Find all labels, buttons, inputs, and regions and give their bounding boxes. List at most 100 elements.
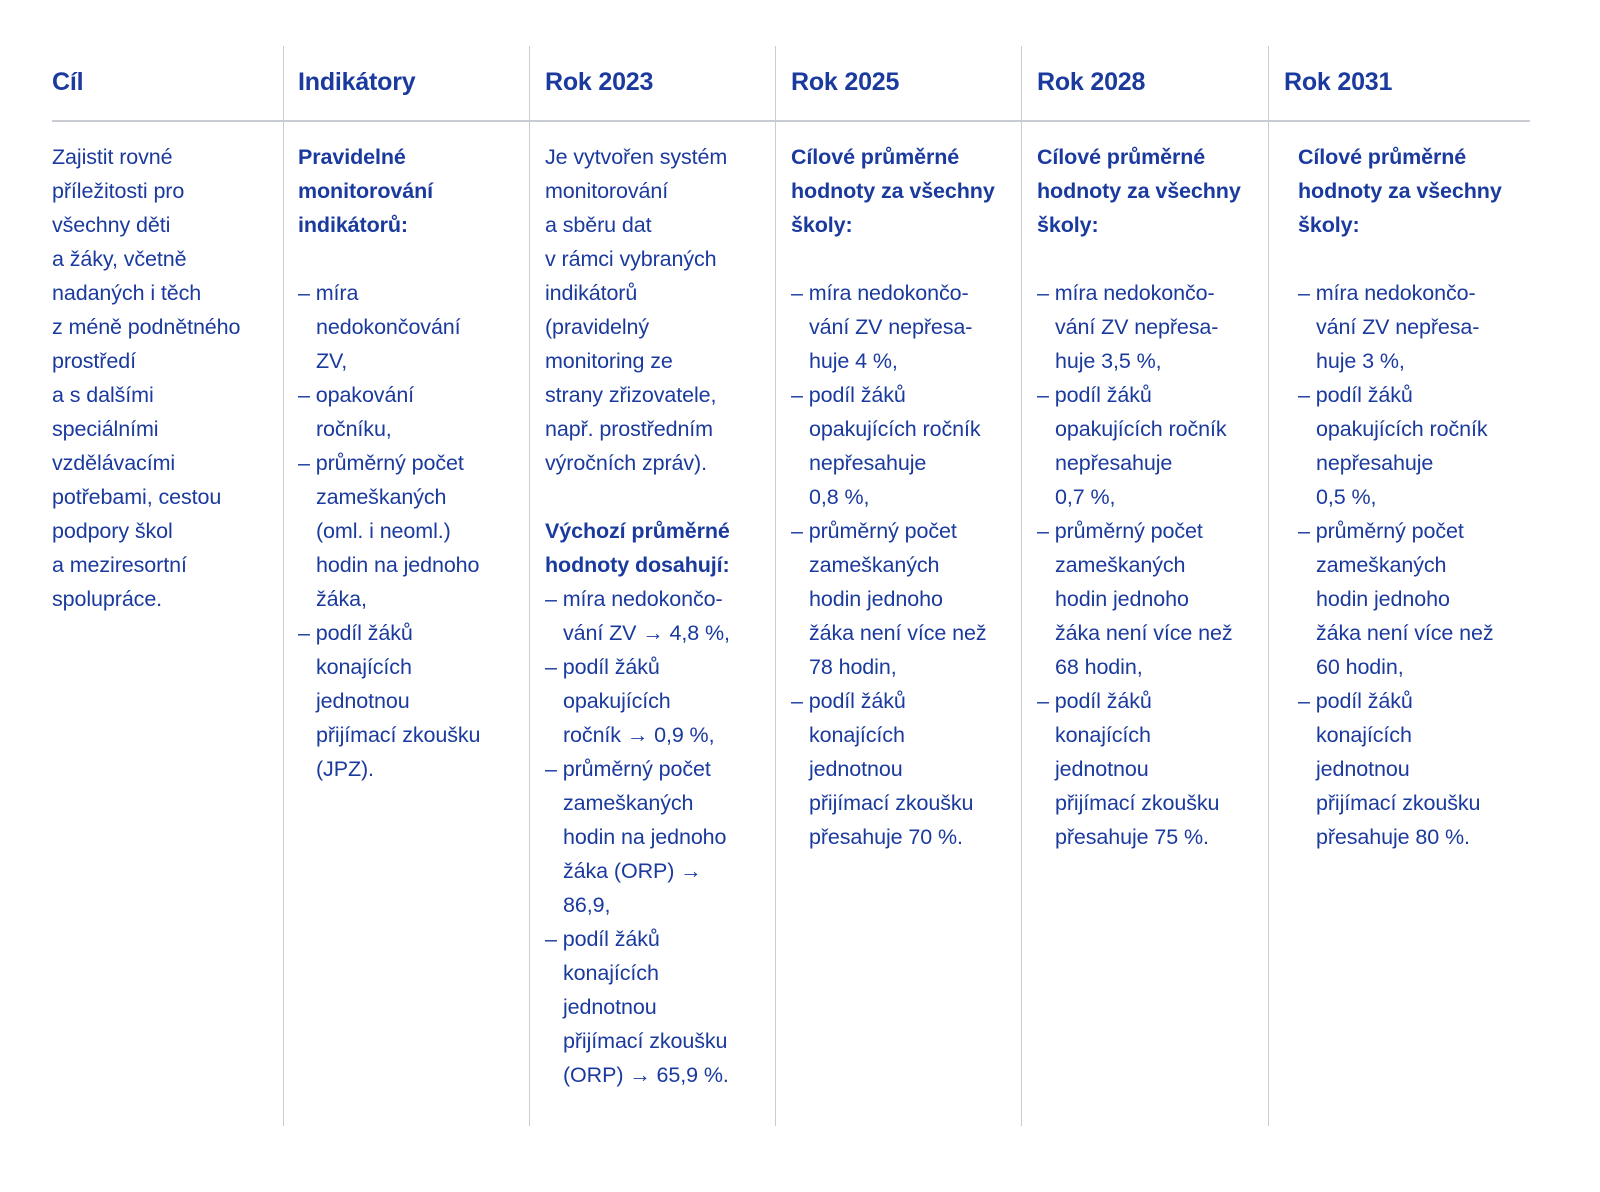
cell-text-line: žáka (ORP) → xyxy=(563,859,702,883)
cell-text-line: žáka není více než xyxy=(1316,621,1494,645)
cell-text-line: – průměrný počet xyxy=(1037,519,1203,543)
cell-text-line: žáka, xyxy=(316,587,367,611)
cell-rok-2025: Cílové průměrné hodnoty za všechny školy: –… xyxy=(791,140,1027,854)
cell-text-line: konajících xyxy=(1055,723,1151,747)
header-indikatory: Indikátory xyxy=(298,68,416,96)
cell-text-line: jednotnou xyxy=(316,689,410,713)
cell-text-line: – podíl žáků xyxy=(791,383,906,407)
cell-text-line: nadaných i těch xyxy=(52,281,202,305)
cell-text-line: přijímací zkoušku xyxy=(316,723,481,747)
cell-text-line: – podíl žáků xyxy=(545,927,660,951)
cell-text-line: 68 hodin, xyxy=(1055,655,1143,679)
cell-text-line: – průměrný počet xyxy=(791,519,957,543)
column-divider xyxy=(283,46,284,1126)
cell-text-line: Je vytvořen systém xyxy=(545,145,728,169)
blank-line xyxy=(298,242,534,276)
cell-text-line: – podíl žáků xyxy=(1037,383,1152,407)
cell-text-line: nedokončování xyxy=(316,315,461,339)
cell-heading-line: Cílové průměrné xyxy=(1298,145,1467,169)
cell-text-line: přesahuje 80 %. xyxy=(1316,825,1470,849)
cell-text-line: 60 hodin, xyxy=(1316,655,1404,679)
cell-text-line: – míra nedokončo- xyxy=(545,587,723,611)
cell-text-line: – průměrný počet xyxy=(298,451,464,475)
cell-text-line: huje 3,5 %, xyxy=(1055,349,1162,373)
cell-text-line: – míra xyxy=(298,281,359,305)
cell-text-line: – průměrný počet xyxy=(545,757,711,781)
cell-text-line: (oml. i neoml.) xyxy=(316,519,451,543)
cell-text-line: konajících xyxy=(809,723,905,747)
cell-text-line: žáka není více než xyxy=(1055,621,1233,645)
cell-text-line: opakujících xyxy=(563,689,671,713)
cell-text-line: huje 4 %, xyxy=(809,349,898,373)
column-divider xyxy=(775,46,776,1126)
cell-indikatory: Pravidelné monitorování indikátorů: – míra n… xyxy=(298,140,534,786)
cell-rok-2031: Cílové průměrné hodnoty za všechny školy: –… xyxy=(1298,140,1534,854)
cell-text-line: hodin na jednoho xyxy=(316,553,480,577)
cell-text-line: opakujících ročník xyxy=(1055,417,1227,441)
cell-text-line: z méně podnětného xyxy=(52,315,241,339)
cell-text-line: výročních zpráv). xyxy=(545,451,707,475)
cell-rok-2023: Je vytvořen systém monitorování a sběru da… xyxy=(545,140,781,1092)
cell-text-line: např. prostředním xyxy=(545,417,713,441)
cell-text-line: přijímací zkoušku xyxy=(563,1029,728,1053)
cell-text-line: hodin jednoho xyxy=(1055,587,1189,611)
cell-text-line: – podíl žáků xyxy=(545,655,660,679)
cell-text-line: a žáky, včetně xyxy=(52,247,187,271)
cell-text-line: hodin jednoho xyxy=(809,587,943,611)
cell-heading-line: hodnoty dosahují: xyxy=(545,553,730,577)
cell-text-line: zameškaných xyxy=(316,485,447,509)
cell-text-line: 0,7 %, xyxy=(1055,485,1116,509)
cell-text-line: konajících xyxy=(563,961,659,985)
cell-text-line: konajících xyxy=(1316,723,1412,747)
cell-heading-line: Cílové průměrné xyxy=(791,145,960,169)
cell-heading-line: Výchozí průměrné xyxy=(545,519,730,543)
cell-text-line: příležitosti pro xyxy=(52,179,185,203)
cell-heading-line: hodnoty za všechny xyxy=(1037,179,1241,203)
cell-text-line: přijímací zkoušku xyxy=(1316,791,1481,815)
blank-line xyxy=(1298,242,1534,276)
cell-text-line: přijímací zkoušku xyxy=(809,791,974,815)
cell-text-line: a s dalšími xyxy=(52,383,154,407)
cell-text-line: Zajistit rovné xyxy=(52,145,173,169)
cell-heading-line: Pravidelné xyxy=(298,145,406,169)
cell-text-line: a meziresortní xyxy=(52,553,187,577)
cell-text-line: hodin jednoho xyxy=(1316,587,1450,611)
cell-text-line: podpory škol xyxy=(52,519,173,543)
cell-text-line: ročník → 0,9 %, xyxy=(563,723,715,747)
cell-text-line: přijímací zkoušku xyxy=(1055,791,1220,815)
cell-heading-line: hodnoty za všechny xyxy=(1298,179,1502,203)
cell-heading-line: školy: xyxy=(791,213,853,237)
cell-text-line: vání ZV nepřesa- xyxy=(1055,315,1219,339)
cell-text-line: – průměrný počet xyxy=(1298,519,1464,543)
cell-text-line: – podíl žáků xyxy=(1037,689,1152,713)
cell-text-line: nepřesahuje xyxy=(1316,451,1434,475)
cell-text-line: jednotnou xyxy=(1055,757,1149,781)
cell-text-line: vání ZV nepřesa- xyxy=(1316,315,1480,339)
cell-text-line: ročníku, xyxy=(316,417,392,441)
cell-text-line: – míra nedokončo- xyxy=(1037,281,1215,305)
cell-text-line: 0,5 %, xyxy=(1316,485,1377,509)
cell-heading-line: školy: xyxy=(1298,213,1360,237)
cell-text-line: speciálními xyxy=(52,417,159,441)
cell-text-line: monitoring ze xyxy=(545,349,673,373)
cell-text-line: – míra nedokončo- xyxy=(791,281,969,305)
cell-heading-line: školy: xyxy=(1037,213,1099,237)
cell-text-line: v rámci vybraných xyxy=(545,247,717,271)
cell-text-line: – podíl žáků xyxy=(1298,689,1413,713)
cell-text-line: zameškaných xyxy=(809,553,940,577)
header-rok-2028: Rok 2028 xyxy=(1037,68,1146,96)
cell-heading-line: monitorování xyxy=(298,179,433,203)
cell-text-line: konajících xyxy=(316,655,412,679)
cell-text-line: přesahuje 75 %. xyxy=(1055,825,1209,849)
header-rok-2031: Rok 2031 xyxy=(1284,68,1393,96)
cell-text-line: – míra nedokončo- xyxy=(1298,281,1476,305)
header-rule xyxy=(52,120,1530,122)
cell-text-line: všechny děti xyxy=(52,213,171,237)
cell-text-line: (ORP) → 65,9 %. xyxy=(563,1063,729,1087)
header-rok-2025: Rok 2025 xyxy=(791,68,900,96)
cell-text-line: indikátorů xyxy=(545,281,638,305)
cell-cil: Zajistit rovné příležitosti pro všechny dě… xyxy=(52,140,288,616)
cell-text-line: – podíl žáků xyxy=(1298,383,1413,407)
cell-text-line: 0,8 %, xyxy=(809,485,870,509)
cell-text-line: prostředí xyxy=(52,349,136,373)
